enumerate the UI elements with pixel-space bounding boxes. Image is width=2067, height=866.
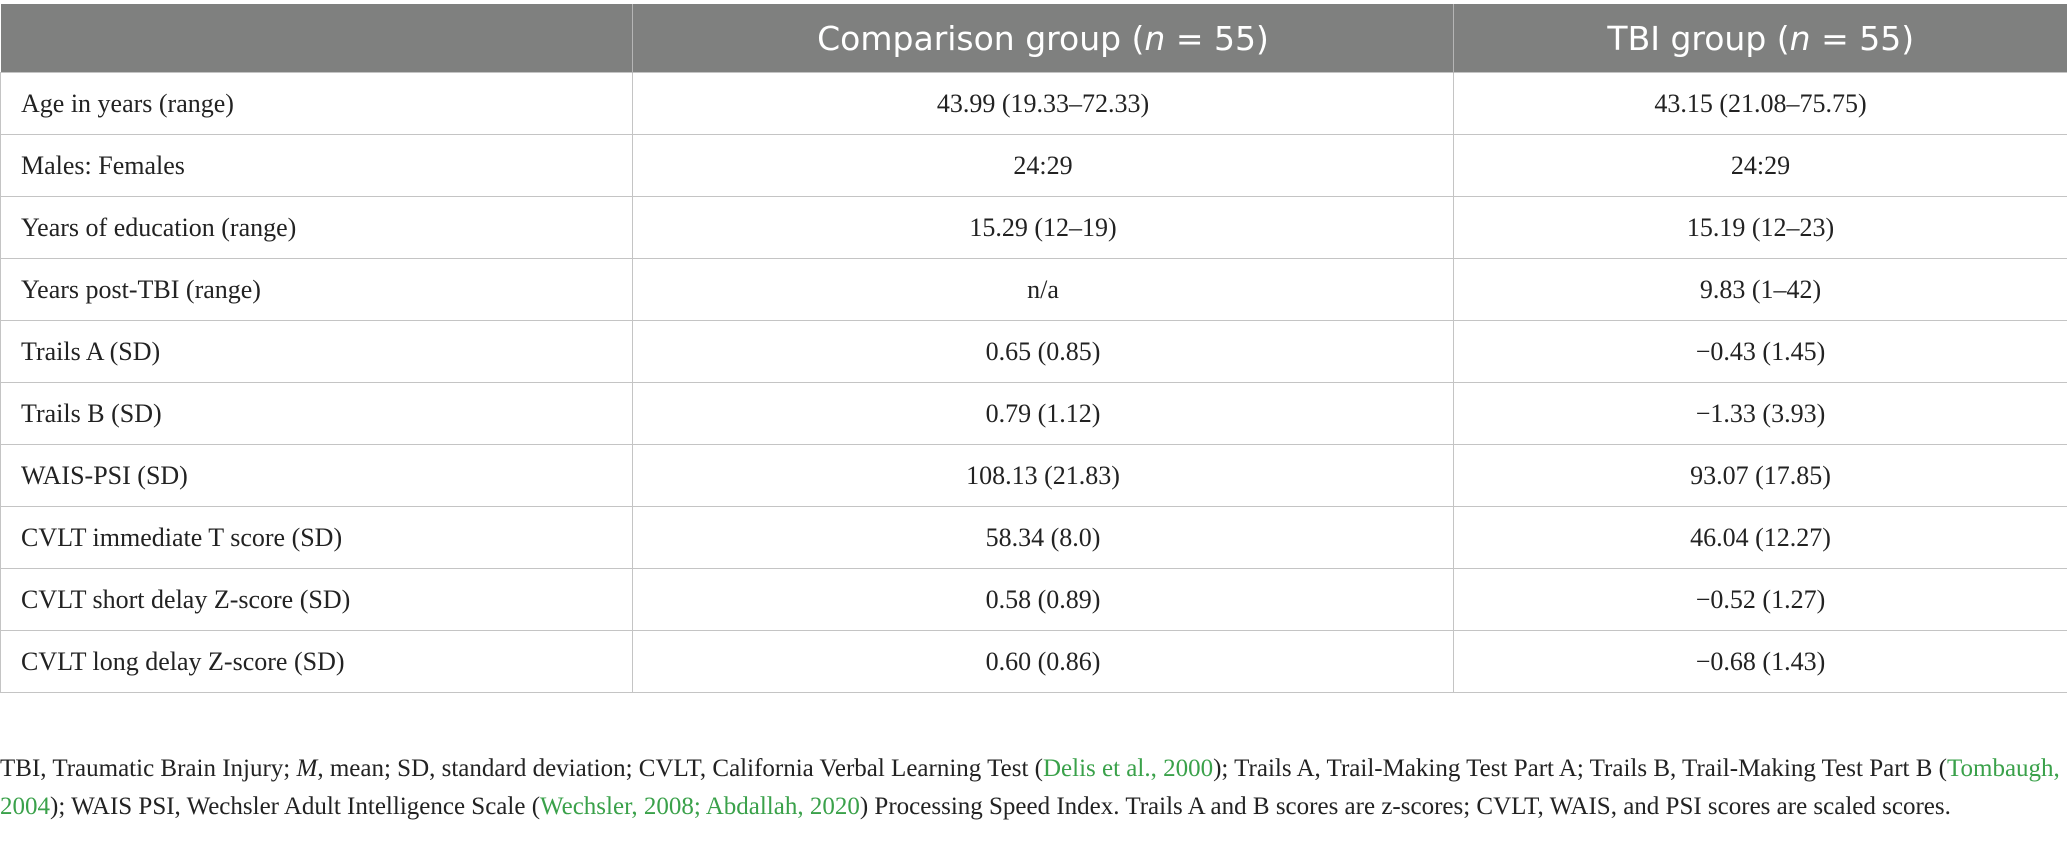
table-row: Age in years (range) 43.99 (19.33–72.33) 4… [0,72,2067,135]
table-row: CVLT long delay Z-score (SD) 0.60 (0.86) −… [0,630,2067,693]
row-label-cell: Trails B (SD) [0,382,633,445]
row-label-cell: CVLT long delay Z-score (SD) [0,630,633,693]
table-row: CVLT immediate T score (SD) 58.34 (8.0) 46… [0,506,2067,569]
tbi-value-cell: −0.52 (1.27) [1453,568,2067,631]
row-label-cell: Years of education (range) [0,196,633,259]
table-body: Age in years (range) 43.99 (19.33–72.33) 4… [0,72,2067,693]
header-comparison-group: Comparison group (n = 55) [632,4,1454,73]
table-row: CVLT short delay Z-score (SD) 0.58 (0.89)… [0,568,2067,631]
table-row: Trails B (SD) 0.79 (1.12) −1.33 (3.93) [0,382,2067,445]
row-label-cell: Males: Females [0,134,633,197]
table-row: WAIS-PSI (SD) 108.13 (21.83) 93.07 (17.85) [0,444,2067,507]
row-label-cell: CVLT immediate T score (SD) [0,506,633,569]
tbi-value-cell: 93.07 (17.85) [1453,444,2067,507]
tbi-value-cell: −1.33 (3.93) [1453,382,2067,445]
reference-link-tombaugh[interactable]: Tombaugh, 2004 [0,755,2060,820]
tbi-value-cell: 46.04 (12.27) [1453,506,2067,569]
reference-link-wechsler-abdallah[interactable]: Wechsler, 2008; Abdallah, 2020 [540,793,860,820]
comparison-value-cell: 0.58 (0.89) [632,568,1454,631]
tbi-value-cell: 9.83 (1–42) [1453,258,2067,321]
header-variable [0,4,633,73]
row-label-cell: WAIS-PSI (SD) [0,444,633,507]
tbi-value-cell: −0.43 (1.45) [1453,320,2067,383]
row-label-cell: Trails A (SD) [0,320,633,383]
row-label-cell: CVLT short delay Z-score (SD) [0,568,633,631]
tbi-value-cell: 43.15 (21.08–75.75) [1453,72,2067,135]
header-tbi-group: TBI group (n = 55) [1453,4,2067,73]
tbi-value-cell: 15.19 (12–23) [1453,196,2067,259]
tbi-value-cell: 24:29 [1453,134,2067,197]
row-label-cell: Age in years (range) [0,72,633,135]
comparison-value-cell: 24:29 [632,134,1454,197]
row-label-cell: Years post-TBI (range) [0,258,633,321]
comparison-value-cell: 0.60 (0.86) [632,630,1454,693]
table-row: Males: Females 24:29 24:29 [0,134,2067,197]
comparison-value-cell: 108.13 (21.83) [632,444,1454,507]
tbi-value-cell: −0.68 (1.43) [1453,630,2067,693]
table-header-row: Comparison group (n = 55) TBI group (n =… [0,4,2067,73]
table-row: Years post-TBI (range) n/a 9.83 (1–42) [0,258,2067,321]
comparison-value-cell: 0.65 (0.85) [632,320,1454,383]
comparison-value-cell: 58.34 (8.0) [632,506,1454,569]
demographics-table: Comparison group (n = 55) TBI group (n =… [0,4,2067,693]
comparison-value-cell: 0.79 (1.12) [632,382,1454,445]
comparison-value-cell: 43.99 (19.33–72.33) [632,72,1454,135]
reference-link-delis[interactable]: Delis et al., 2000 [1042,755,1214,782]
table-row: Trails A (SD) 0.65 (0.85) −0.43 (1.45) [0,320,2067,383]
table-row: Years of education (range) 15.29 (12–19) 1… [0,196,2067,259]
comparison-value-cell: 15.29 (12–19) [632,196,1454,259]
table-footnote: TBI, Traumatic Brain Injury; M, mean; SD… [0,755,2060,820]
demographics-table-container: Comparison group (n = 55) TBI group (n =… [0,4,2067,693]
comparison-value-cell: n/a [632,258,1454,321]
